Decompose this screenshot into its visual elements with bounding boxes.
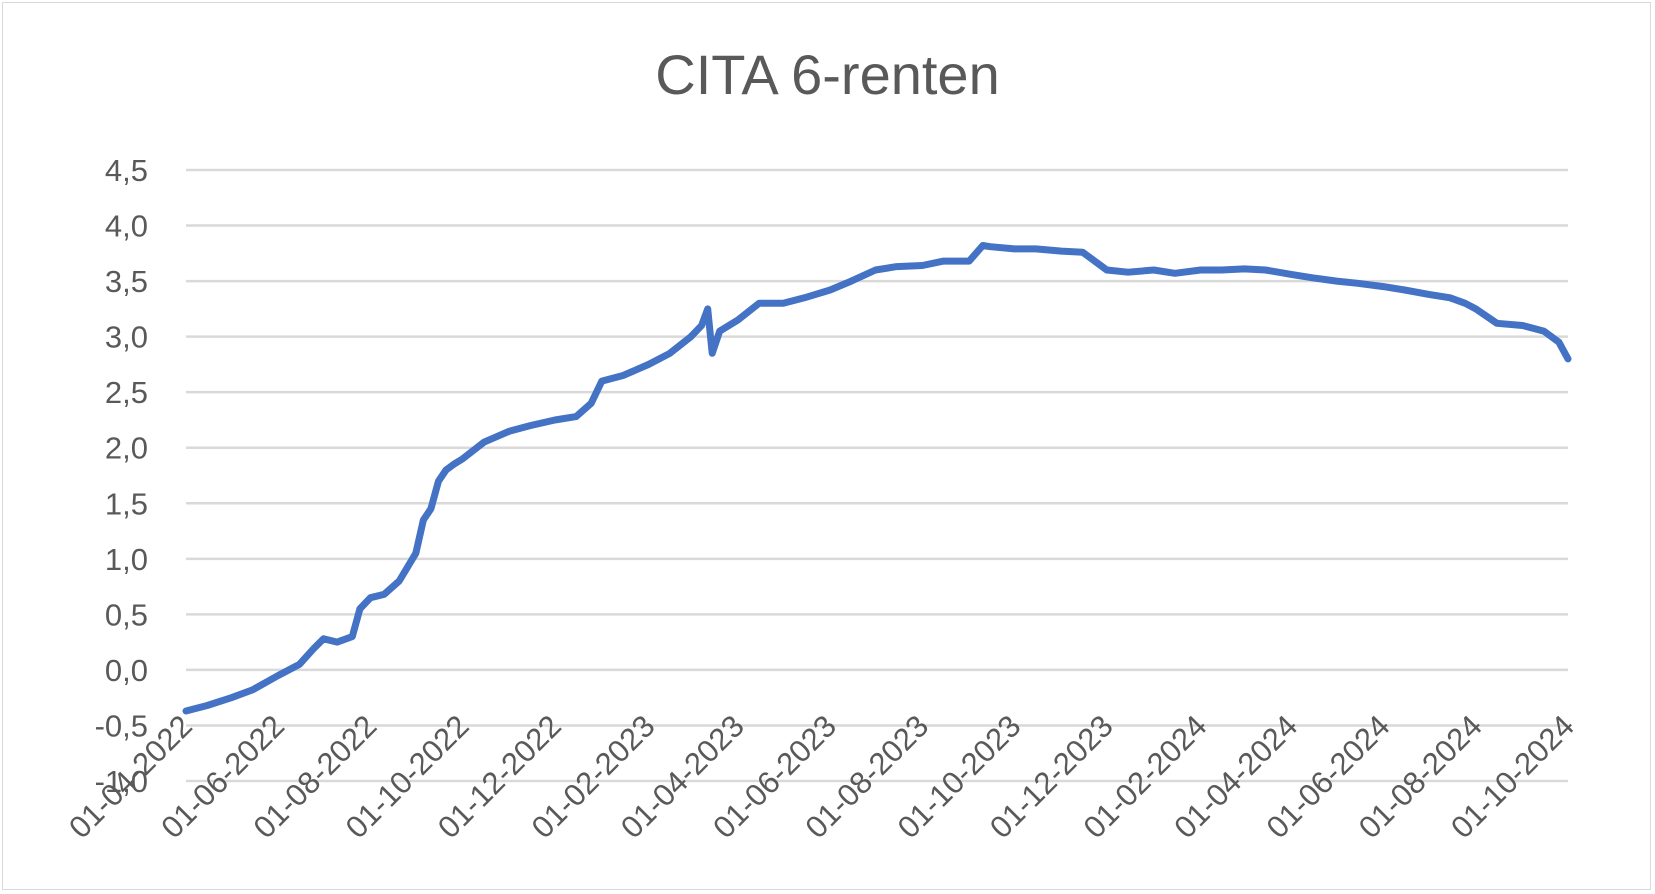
y-axis-tick-labels: -1,0 -0,5 0,0 0,5 1,0 1,5 2,0 2,5 3,0 3,5 4,0 4,5 bbox=[95, 153, 148, 799]
series-layer bbox=[182, 242, 1572, 715]
y-tick-label: 3,5 bbox=[105, 264, 148, 299]
y-tick-label: 1,5 bbox=[105, 486, 148, 521]
y-tick-label: 0,5 bbox=[105, 597, 148, 632]
y-tick-label: 4,5 bbox=[105, 153, 148, 188]
y-tick-label: -1,0 bbox=[95, 764, 148, 799]
y-tick-label: 3,0 bbox=[105, 320, 148, 355]
x-axis-tick-labels: 01-04-202201-06-202201-08-202201-10-2022… bbox=[62, 708, 1581, 845]
y-tick-label: 0,0 bbox=[105, 653, 148, 688]
chart-title: CITA 6-renten bbox=[655, 43, 1000, 106]
y-tick-label: 1,0 bbox=[105, 542, 148, 577]
gridlines bbox=[186, 168, 1568, 783]
y-tick-label: 4,0 bbox=[105, 209, 148, 244]
series-line bbox=[182, 242, 1572, 715]
y-tick-label: 2,0 bbox=[105, 431, 148, 466]
y-tick-label: -0,5 bbox=[95, 708, 148, 743]
y-tick-label: 2,5 bbox=[105, 375, 148, 410]
